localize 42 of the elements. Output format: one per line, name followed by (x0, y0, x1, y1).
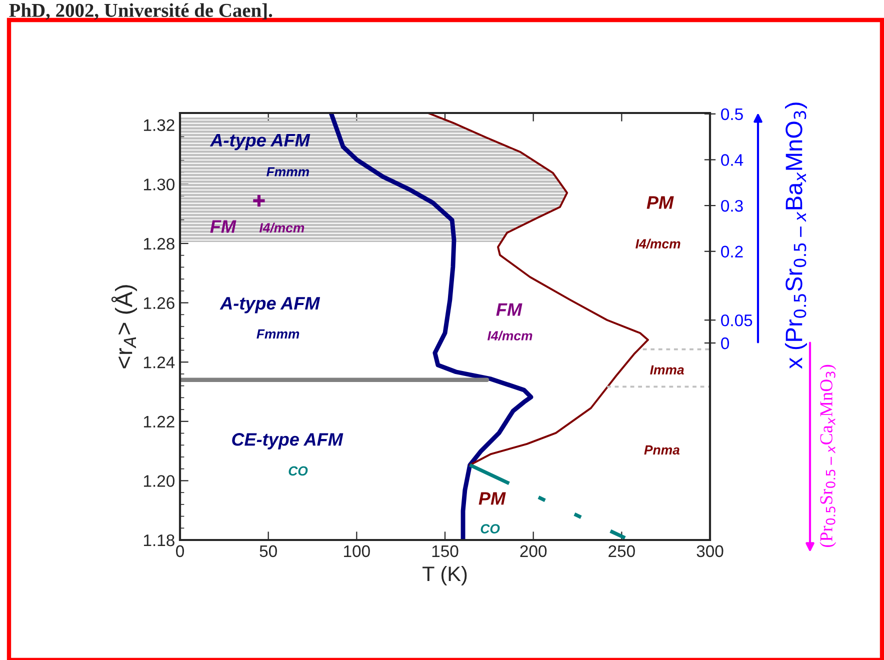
y2-tick-label: 0.5 (721, 108, 743, 120)
x-tick-label: 100 (344, 545, 370, 558)
text: PhD, 2002, Université de Caen]. (9, 3, 272, 20)
annotation: CO (480, 524, 500, 534)
annotation: Imma (650, 365, 684, 375)
y-tick-label: 1.20 (144, 475, 174, 487)
y-tick-label: 1.24 (144, 356, 175, 368)
x-tick-label: 50 (260, 545, 277, 558)
x-tick-label: 250 (608, 545, 635, 558)
annotation: I4/mcm (636, 238, 680, 249)
y-axis-title: <r$_{A}$> (Å) (111, 285, 137, 368)
annotation: PM (478, 492, 506, 505)
y-tick-label: 1.26 (144, 297, 174, 309)
annotation: Pnma (644, 445, 680, 455)
x-tick-label: 150 (432, 545, 458, 558)
annotation: CO (288, 466, 308, 476)
x-tick-label: 0 (176, 545, 184, 558)
y-tick-label: 1.30 (144, 178, 174, 190)
x-tick-label: 300 (696, 545, 724, 558)
y2-tick-label: 0.05 (721, 314, 752, 326)
annotation: FM (210, 220, 236, 233)
y-tick-label: 1.18 (144, 534, 174, 546)
y2-tick-label: 0.2 (721, 246, 743, 258)
y-tick-label: 1.32 (144, 119, 174, 132)
y-tick-label: 1.28 (144, 238, 174, 250)
annotation: CE-type AFM (232, 433, 344, 450)
annotation: I4/mcm (259, 222, 304, 233)
annotation: A-type AFM (210, 134, 310, 150)
y2-tick-label: 0.4 (721, 154, 744, 166)
x-axis-title: T (K) (422, 566, 467, 586)
text: (Pr$_{0.5}$Sr$_{0.5−x}$Ca$_{x}$MnO$_{3}$) (820, 364, 836, 548)
x-tick-label: 200 (520, 545, 547, 558)
y2-tick-label: 0.3 (721, 200, 743, 212)
y2-tick-label: 0 (721, 337, 730, 350)
annotation: Fmmm (266, 167, 310, 176)
annotation: A-type AFM (220, 297, 320, 314)
annotation: FM (496, 303, 522, 316)
annotation: Fmmm (256, 329, 300, 339)
text: x (Pr$_{0.5}$Sr$_{0.5−x}$Ba$_{x}$MnO$_{3}$) (785, 102, 807, 369)
annotation: I4/mcm (488, 330, 532, 341)
annotation: PM (646, 196, 674, 209)
y-tick-label: 1.22 (144, 416, 174, 428)
